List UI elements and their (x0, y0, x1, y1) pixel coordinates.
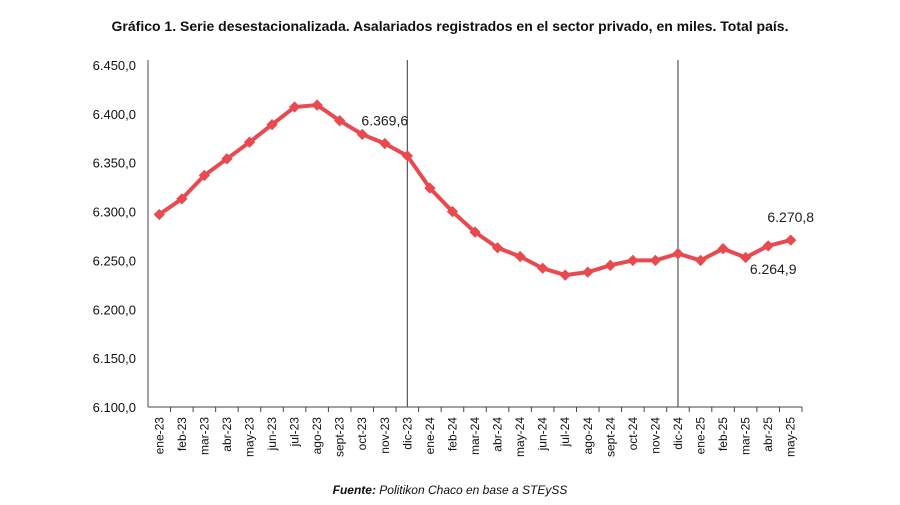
data-point (424, 182, 436, 194)
x-tick-label: ago-24 (581, 417, 595, 455)
data-point (446, 205, 459, 218)
x-tick-label: feb-23 (175, 417, 189, 451)
data-point (762, 240, 774, 252)
x-tick-label: mar-24 (468, 417, 482, 455)
y-tick-label: 6.400,0 (93, 107, 136, 122)
x-tick-label: oct-24 (626, 417, 640, 451)
data-point (672, 247, 684, 260)
series-line (158, 103, 792, 278)
data-point (536, 262, 549, 274)
x-tick-label: mar-25 (739, 417, 753, 455)
x-tick-label: nov-23 (378, 417, 392, 454)
data-point (717, 243, 729, 255)
x-tick-label: jun-24 (536, 417, 550, 452)
x-tick-label: oct-23 (355, 417, 369, 451)
x-tick-label: abr-23 (220, 417, 234, 452)
y-tick-label: 6.300,0 (93, 205, 136, 220)
data-point (604, 259, 616, 271)
data-point (649, 254, 662, 267)
x-tick-label: ene-25 (694, 417, 708, 455)
data-point (582, 266, 594, 278)
y-tick-label: 6.250,0 (93, 253, 136, 268)
data-point (379, 137, 391, 150)
data-point (694, 254, 707, 267)
x-tick-label: mar-23 (197, 417, 211, 455)
data-label: 6.264,9 (750, 261, 797, 277)
data-point (153, 208, 165, 221)
chart-source: Fuente: Politikon Chaco en base a STEySS (0, 483, 900, 497)
y-tick-label: 6.350,0 (93, 156, 136, 171)
x-tick-label: dic-24 (671, 417, 685, 450)
data-point (627, 254, 639, 267)
data-point (559, 269, 571, 281)
y-tick-label: 6.200,0 (93, 302, 136, 317)
data-point (243, 136, 256, 148)
data-point (221, 153, 233, 165)
y-tick-label: 6.100,0 (93, 400, 136, 415)
data-point (491, 242, 504, 254)
x-tick-label: abr-24 (491, 417, 505, 452)
x-tick-label: jul-23 (288, 417, 302, 448)
data-point (198, 169, 211, 182)
x-tick-label: may-25 (784, 417, 798, 457)
source-text: Politikon Chaco en base a STEySS (375, 483, 568, 497)
x-tick-label: dic-23 (400, 417, 414, 450)
chart-title: Gráfico 1. Serie desestacionalizada. Asa… (111, 18, 789, 34)
data-point (785, 234, 797, 246)
x-tick-label: feb-24 (445, 417, 459, 451)
data-label: 6.270,8 (767, 209, 814, 225)
y-tick-label: 6.450,0 (93, 58, 136, 73)
data-point (356, 128, 368, 141)
x-tick-label: jun-23 (265, 417, 279, 452)
x-tick-label: nov-24 (648, 417, 662, 454)
data-point (469, 226, 481, 238)
y-tick-label: 6.150,0 (93, 351, 136, 366)
x-tick-label: may-24 (513, 417, 527, 457)
x-tick-label: sept-24 (603, 417, 617, 457)
x-tick-label: ene-24 (423, 417, 437, 455)
x-tick-label: feb-25 (716, 417, 730, 451)
x-tick-label: jul-24 (558, 417, 572, 448)
data-point (401, 150, 414, 162)
data-point (176, 193, 188, 205)
x-tick-label: ene-23 (152, 417, 166, 455)
data-label: 6.369,6 (361, 113, 408, 129)
x-tick-label: ago-23 (310, 417, 324, 455)
x-tick-label: may-23 (242, 417, 256, 457)
x-tick-label: sept-23 (333, 417, 347, 457)
x-tick-label: abr-25 (761, 417, 775, 452)
source-label: Fuente: (332, 483, 376, 497)
